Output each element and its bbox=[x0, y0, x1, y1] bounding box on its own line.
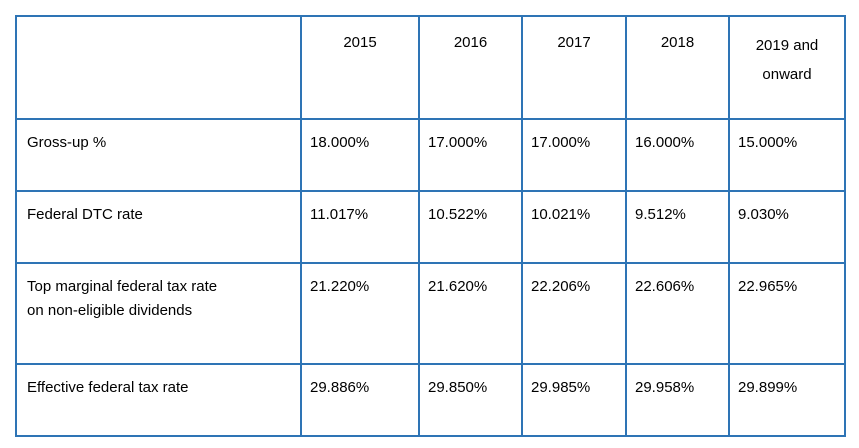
table-row: Federal DTC rate 11.017% 10.522% 10.021%… bbox=[15, 190, 846, 264]
row-label-gross-up: Gross-up % bbox=[15, 118, 302, 192]
table-cell: 29.958% bbox=[625, 363, 730, 437]
year-header-2015: 2015 bbox=[300, 15, 420, 120]
table-cell: 22.606% bbox=[625, 262, 730, 365]
table-cell: 9.030% bbox=[728, 190, 846, 264]
table-cell: 29.899% bbox=[728, 363, 846, 437]
tax-rates-table: 2015 2016 2017 2018 2019 and onward Gros… bbox=[15, 15, 846, 437]
table-cell: 29.886% bbox=[300, 363, 420, 437]
table-cell: 10.522% bbox=[418, 190, 523, 264]
table-cell: 17.000% bbox=[418, 118, 523, 192]
table-row: Effective federal tax rate 29.886% 29.85… bbox=[15, 363, 846, 437]
table-cell: 10.021% bbox=[521, 190, 627, 264]
table-cell: 17.000% bbox=[521, 118, 627, 192]
year-header-2017: 2017 bbox=[521, 15, 627, 120]
corner-cell bbox=[15, 15, 302, 120]
table-cell: 29.850% bbox=[418, 363, 523, 437]
table-cell: 16.000% bbox=[625, 118, 730, 192]
year-header-2018: 2018 bbox=[625, 15, 730, 120]
table-row: Top marginal federal tax rate on non-eli… bbox=[15, 262, 846, 365]
table-cell: 18.000% bbox=[300, 118, 420, 192]
row-label-effective-rate: Effective federal tax rate bbox=[15, 363, 302, 437]
table-cell: 22.206% bbox=[521, 262, 627, 365]
table-cell: 21.220% bbox=[300, 262, 420, 365]
table-cell: 22.965% bbox=[728, 262, 846, 365]
header-row: 2015 2016 2017 2018 2019 and onward bbox=[15, 15, 846, 120]
table-cell: 29.985% bbox=[521, 363, 627, 437]
row-label-line: Top marginal federal tax rate bbox=[27, 278, 218, 295]
row-label-top-marginal-rate: Top marginal federal tax rate on non-eli… bbox=[15, 262, 302, 365]
table-row: Gross-up % 18.000% 17.000% 17.000% 16.00… bbox=[15, 118, 846, 192]
year-header-2016: 2016 bbox=[418, 15, 523, 120]
row-label-federal-dtc-rate: Federal DTC rate bbox=[15, 190, 302, 264]
row-label-line: on non-eligible dividends bbox=[27, 302, 193, 319]
year-header-2019-onward: 2019 and onward bbox=[728, 15, 846, 120]
table-cell: 9.512% bbox=[625, 190, 730, 264]
table-cell: 15.000% bbox=[728, 118, 846, 192]
table-cell: 11.017% bbox=[300, 190, 420, 264]
table-cell: 21.620% bbox=[418, 262, 523, 365]
